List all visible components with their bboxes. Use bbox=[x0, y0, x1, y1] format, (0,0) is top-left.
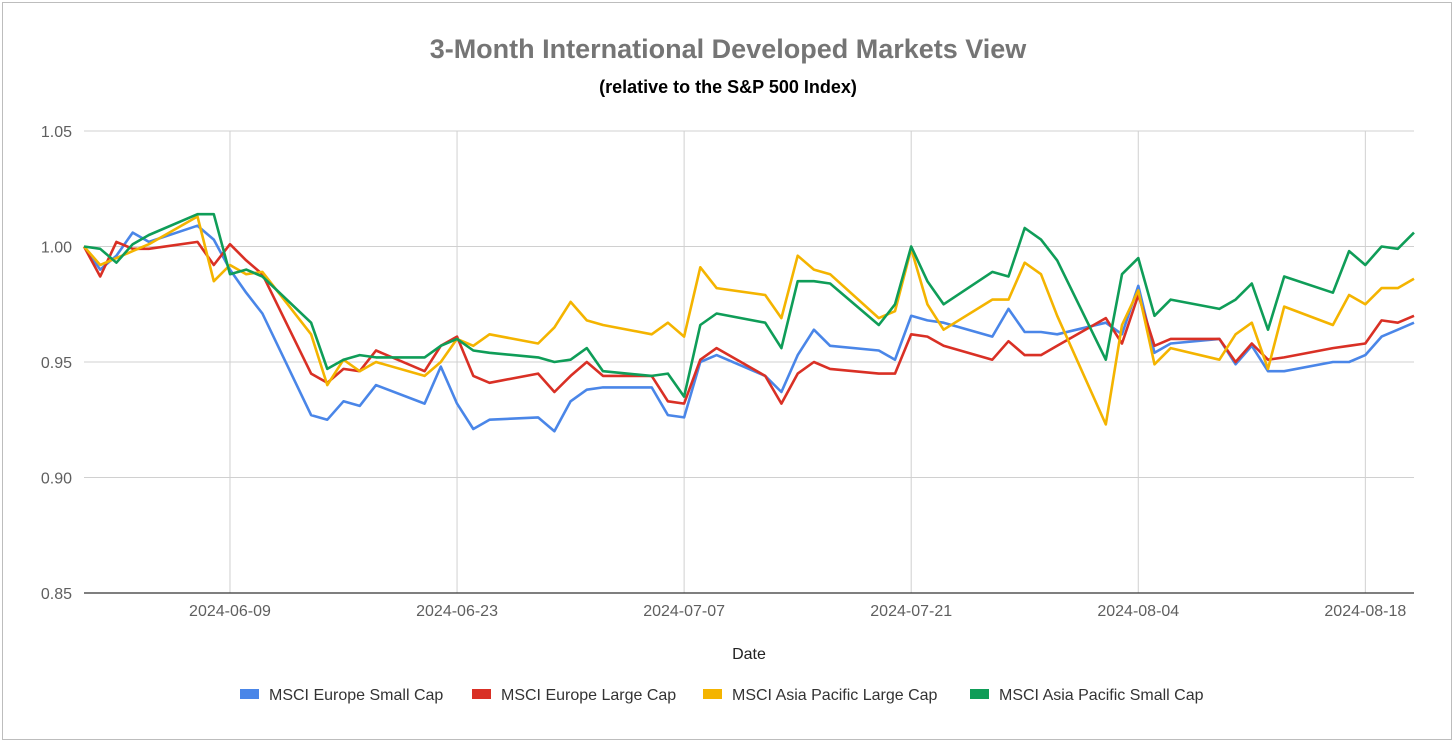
legend-label: MSCI Asia Pacific Small Cap bbox=[999, 687, 1204, 704]
y-tick-label: 1.05 bbox=[41, 124, 72, 141]
legend-label: MSCI Asia Pacific Large Cap bbox=[732, 687, 938, 704]
legend-item: MSCI Europe Small Cap bbox=[240, 687, 443, 704]
series-2 bbox=[83, 215, 1415, 426]
x-tick-label: 2024-07-21 bbox=[870, 603, 952, 620]
legend-swatch bbox=[472, 689, 491, 699]
legend-item: MSCI Asia Pacific Small Cap bbox=[970, 687, 1204, 704]
series-0 bbox=[82, 224, 1415, 433]
series-line-msci-asia-pacific-small-cap bbox=[83, 212, 1415, 398]
legend-swatch bbox=[240, 689, 259, 699]
series-line-msci-europe-small-cap bbox=[82, 224, 1415, 433]
chart-title: 3-Month International Developed Markets … bbox=[429, 34, 1027, 64]
chart-subtitle: (relative to the S&P 500 Index) bbox=[599, 77, 857, 97]
x-tick-label: 2024-06-23 bbox=[416, 603, 498, 620]
series-1 bbox=[82, 240, 1415, 405]
legend: MSCI Europe Small Cap MSCI Europe Large C… bbox=[240, 687, 1204, 704]
series-line-msci-asia-pacific-large-cap bbox=[83, 215, 1415, 426]
y-tick-label: 0.90 bbox=[41, 471, 72, 488]
x-tick-label: 2024-06-09 bbox=[189, 603, 271, 620]
legend-swatch bbox=[703, 689, 722, 699]
y-tick-label: 1.00 bbox=[41, 240, 72, 257]
legend-item: MSCI Europe Large Cap bbox=[472, 687, 676, 704]
x-tick-label: 2024-08-04 bbox=[1097, 603, 1179, 620]
legend-item: MSCI Asia Pacific Large Cap bbox=[703, 687, 938, 704]
x-tick-label: 2024-07-07 bbox=[643, 603, 725, 620]
x-axis-title: Date bbox=[732, 646, 766, 663]
legend-label: MSCI Europe Small Cap bbox=[269, 687, 443, 704]
legend-swatch bbox=[970, 689, 989, 699]
y-tick-label: 0.95 bbox=[41, 355, 72, 372]
series-line-msci-europe-large-cap bbox=[82, 240, 1415, 405]
x-tick-label: 2024-08-18 bbox=[1324, 603, 1406, 620]
legend-label: MSCI Europe Large Cap bbox=[501, 687, 676, 704]
series-3 bbox=[83, 212, 1415, 398]
y-tick-label: 0.85 bbox=[41, 586, 72, 603]
